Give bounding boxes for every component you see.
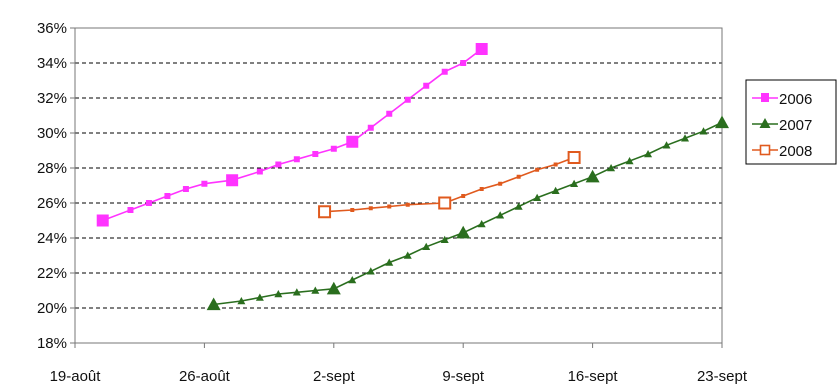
x-tick-label: 23-sept bbox=[697, 368, 748, 385]
data-point-2007-7 bbox=[348, 276, 357, 284]
y-tick-label: 20% bbox=[37, 300, 67, 317]
data-point-2007-23 bbox=[644, 150, 653, 158]
data-point-2007-26 bbox=[699, 127, 708, 135]
legend-marker-2006 bbox=[761, 93, 769, 102]
data-point-2008-1 bbox=[350, 208, 355, 212]
data-point-2008-4 bbox=[405, 202, 410, 207]
y-tick-label: 36% bbox=[37, 20, 67, 37]
y-tick-label: 18% bbox=[37, 335, 67, 352]
data-point-2007-11 bbox=[422, 242, 431, 250]
y-tick-label: 28% bbox=[37, 160, 67, 177]
gridlines bbox=[75, 62, 722, 309]
data-point-2007-15 bbox=[496, 211, 505, 219]
data-point-2007-2 bbox=[255, 293, 264, 301]
data-point-2006-3 bbox=[164, 193, 171, 199]
legend-marker-2008 bbox=[759, 144, 771, 156]
legend-entry-2007: 2007 bbox=[752, 117, 812, 134]
data-point-2006-1 bbox=[127, 207, 134, 213]
x-axis: 19-août 26-août 2-sept 9-sept 16-sept 23-sept bbox=[50, 343, 748, 385]
data-point-2008-6 bbox=[461, 194, 466, 198]
data-point-2006-12 bbox=[346, 135, 359, 148]
data-point-2008-9 bbox=[516, 174, 521, 179]
data-point-2006-14 bbox=[386, 110, 393, 117]
data-point-2008-0 bbox=[318, 205, 332, 219]
x-tick-label: 2-sept bbox=[313, 368, 356, 385]
series-layer bbox=[96, 43, 729, 311]
data-point-2007-0 bbox=[206, 297, 221, 311]
legend: 2006 2007 2008 bbox=[745, 79, 837, 165]
data-point-2007-9 bbox=[385, 258, 394, 266]
data-point-2008-12 bbox=[567, 151, 581, 164]
data-point-2006-2 bbox=[145, 200, 152, 206]
legend-label-2006: 2006 bbox=[779, 91, 812, 108]
y-tick-label: 34% bbox=[37, 55, 67, 72]
data-point-2008-3 bbox=[387, 204, 392, 209]
y-tick-label: 24% bbox=[37, 230, 67, 247]
data-point-2006-9 bbox=[293, 156, 300, 163]
data-point-2007-1 bbox=[237, 297, 246, 305]
data-point-2006-11 bbox=[330, 145, 337, 152]
data-point-2007-10 bbox=[403, 251, 412, 259]
y-tick-label: 32% bbox=[37, 90, 67, 107]
data-point-2007-25 bbox=[681, 134, 690, 142]
series-2006 bbox=[96, 43, 488, 227]
data-point-2006-5 bbox=[201, 180, 208, 187]
data-point-2007-22 bbox=[625, 157, 634, 165]
data-point-2006-17 bbox=[441, 68, 448, 75]
x-tick-label: 19-août bbox=[50, 368, 102, 385]
data-point-2008-2 bbox=[368, 206, 373, 211]
legend-label-2008: 2008 bbox=[779, 143, 812, 160]
data-point-2007-3 bbox=[274, 290, 283, 298]
data-point-2007-5 bbox=[311, 286, 320, 294]
data-point-2006-6 bbox=[226, 174, 239, 187]
legend-label-2007: 2007 bbox=[779, 117, 812, 134]
data-point-2008-7 bbox=[479, 187, 484, 191]
data-point-2006-10 bbox=[312, 151, 319, 157]
data-point-2006-8 bbox=[275, 161, 282, 168]
data-point-2007-20 bbox=[585, 169, 600, 183]
x-tick-label: 9-sept bbox=[442, 368, 485, 385]
series-2008 bbox=[318, 151, 581, 219]
data-point-2007-19 bbox=[570, 179, 579, 187]
data-point-2007-21 bbox=[607, 164, 616, 172]
data-point-2007-27 bbox=[715, 115, 729, 129]
data-point-2007-12 bbox=[440, 235, 449, 243]
data-point-2007-4 bbox=[292, 288, 301, 296]
y-tick-label: 30% bbox=[37, 125, 67, 142]
data-point-2008-8 bbox=[498, 181, 503, 186]
data-point-2006-18 bbox=[460, 60, 467, 66]
data-point-2008-11 bbox=[553, 162, 558, 167]
data-point-2007-16 bbox=[514, 202, 523, 210]
plot-area-frame bbox=[74, 27, 723, 344]
data-point-2007-18 bbox=[551, 186, 560, 194]
data-point-2008-10 bbox=[535, 167, 540, 172]
series-2007 bbox=[206, 115, 729, 311]
data-point-2006-7 bbox=[256, 168, 263, 175]
y-tick-label: 22% bbox=[37, 265, 67, 282]
data-point-2007-6 bbox=[326, 281, 341, 295]
data-point-2006-15 bbox=[404, 96, 411, 103]
data-point-2007-14 bbox=[477, 220, 486, 228]
data-point-2007-24 bbox=[662, 141, 671, 149]
y-tick-label: 26% bbox=[37, 195, 67, 212]
data-point-2007-13 bbox=[456, 225, 471, 239]
legend-marker-2007 bbox=[759, 118, 771, 128]
y-axis: 18% 20% 22% 24% 26% 28% 30% 32% 34% 36% bbox=[37, 20, 75, 352]
data-point-2006-16 bbox=[423, 82, 430, 89]
data-point-2008-5 bbox=[438, 196, 452, 210]
data-point-2006-19 bbox=[475, 43, 488, 55]
x-tick-label: 26-août bbox=[179, 368, 231, 385]
data-point-2007-8 bbox=[366, 267, 375, 275]
data-point-2007-17 bbox=[533, 193, 542, 201]
data-point-2006-4 bbox=[182, 186, 189, 192]
x-tick-label: 16-sept bbox=[568, 368, 619, 385]
legend-entry-2006: 2006 bbox=[752, 91, 812, 108]
data-point-2006-0 bbox=[96, 214, 109, 227]
series-line-2006 bbox=[102, 48, 483, 222]
series-line-2007 bbox=[213, 121, 723, 306]
legend-entry-2008: 2008 bbox=[752, 143, 812, 160]
data-point-2006-13 bbox=[367, 124, 374, 131]
